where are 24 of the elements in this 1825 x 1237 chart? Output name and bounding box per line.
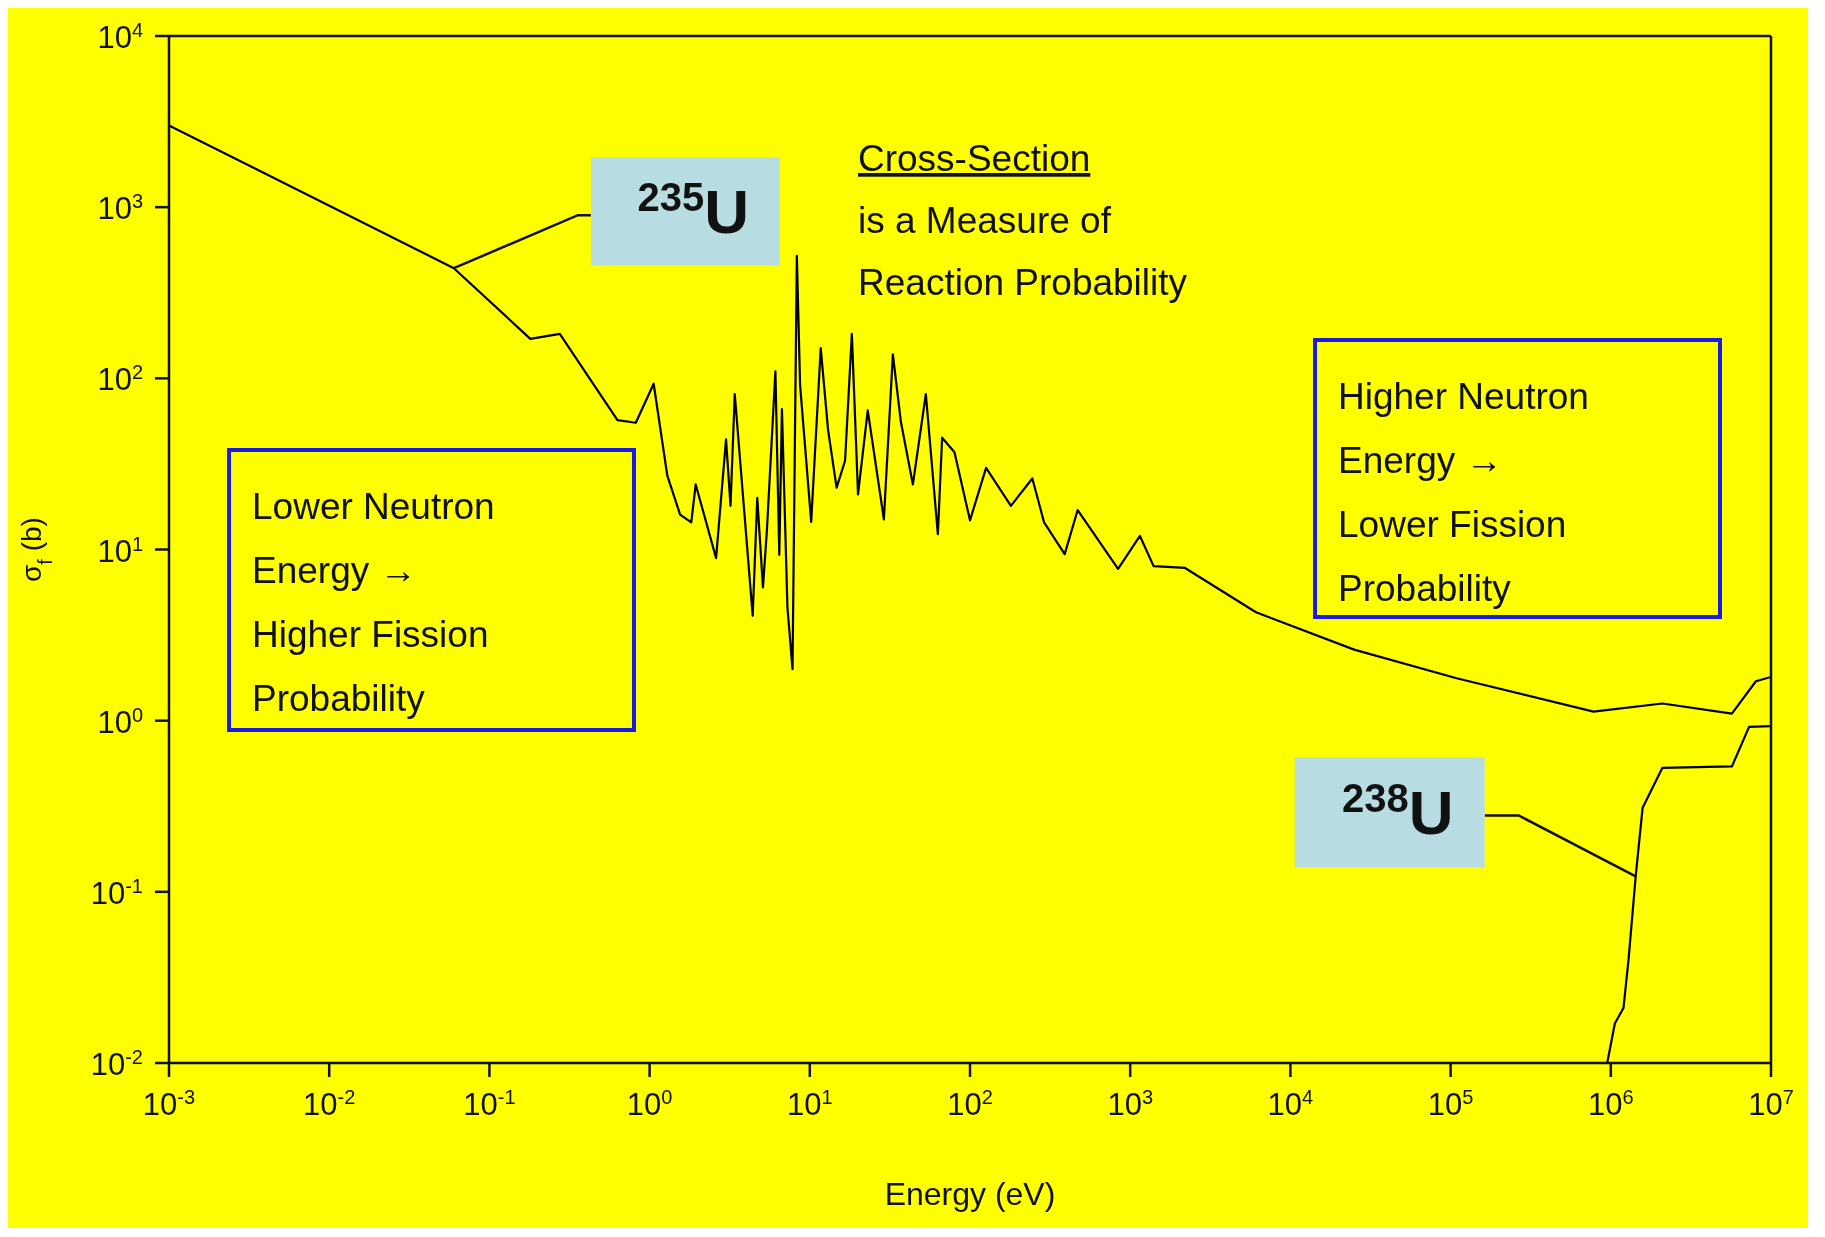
x-tick-label: 10$^{3}$ xyxy=(1107,1086,1153,1122)
y-tick-label: 10$^{2}$ xyxy=(97,361,143,398)
y-tick-label: 10$^{0}$ xyxy=(97,703,143,740)
x-tick-label: 10$^{4}$ xyxy=(1267,1086,1314,1122)
y-tick-label: 10$^{4}$ xyxy=(97,19,143,55)
y-tick-label: 10$^{-1}$ xyxy=(90,874,143,911)
x-tick-label: 10$^{2}$ xyxy=(947,1086,993,1122)
x-tick-label: 10$^{5}$ xyxy=(1427,1086,1474,1122)
x-tick-label: 10$^{6}$ xyxy=(1588,1086,1634,1122)
annotation: Lower Neutron Energy → Higher Fission Probability xyxy=(252,486,495,719)
x-tick-label: 10$^{1}$ xyxy=(787,1086,833,1122)
y-tick-label: 10$^{1}$ xyxy=(97,532,143,569)
x-axis-title: Energy (eV) xyxy=(884,1176,1056,1212)
x-tick-label: 10$^{-1}$ xyxy=(463,1086,516,1122)
x-tick-label: 10$^{-3}$ xyxy=(142,1086,196,1122)
annotation: $^{235}$U xyxy=(637,175,750,247)
x-tick-label: 10$^{0}$ xyxy=(626,1086,673,1122)
y-tick-label: 10$^{3}$ xyxy=(97,190,143,227)
y-tick-label: 10$^{-2}$ xyxy=(90,1046,143,1082)
annotation: $^{238}$U xyxy=(1341,776,1454,848)
x-tick-label: 10$^{7}$ xyxy=(1748,1086,1794,1122)
annotation: Cross-Section is a Measure of Reaction Probability xyxy=(858,138,1188,303)
x-tick-label: 10$^{-2}$ xyxy=(303,1086,356,1122)
annotation: Higher Neutron Energy → Lower Fission Probability xyxy=(1338,376,1589,609)
